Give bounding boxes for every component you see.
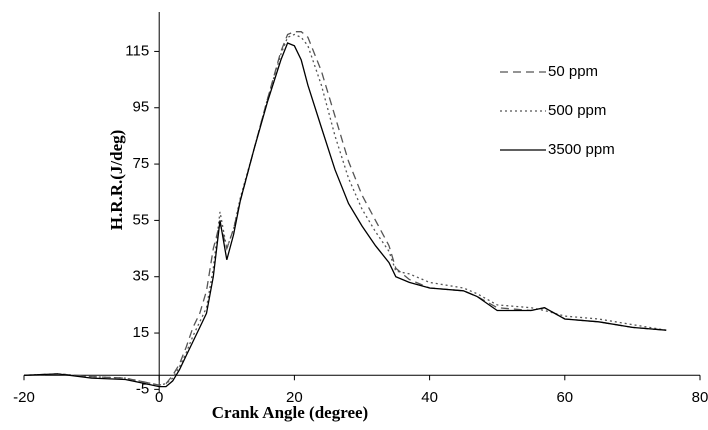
x-tick-label: -20 — [13, 389, 35, 406]
series-line — [23, 33, 667, 386]
y-axis-label: H.R.R.(J/deg) — [107, 130, 126, 231]
y-tick-label: 15 — [133, 324, 150, 341]
series-line — [23, 31, 667, 386]
series-line — [23, 42, 667, 388]
x-tick-label: 40 — [421, 389, 438, 406]
x-axis-label: Crank Angle (degree) — [212, 403, 368, 422]
legend-label: 50 ppm — [548, 63, 598, 80]
y-tick-label: -5 — [136, 380, 149, 397]
y-tick-label: 55 — [133, 211, 150, 228]
x-tick-label: 60 — [556, 389, 573, 406]
x-tick-label: 0 — [155, 389, 163, 406]
y-tick-label: 75 — [133, 155, 150, 172]
legend-label: 3500 ppm — [548, 141, 615, 158]
y-tick-label: 115 — [125, 42, 149, 59]
x-tick-label: 80 — [692, 389, 708, 406]
legend-label: 500 ppm — [548, 102, 606, 119]
x-tick-label: 20 — [286, 389, 303, 406]
y-tick-label: 95 — [133, 99, 150, 116]
y-tick-label: 35 — [133, 268, 150, 285]
